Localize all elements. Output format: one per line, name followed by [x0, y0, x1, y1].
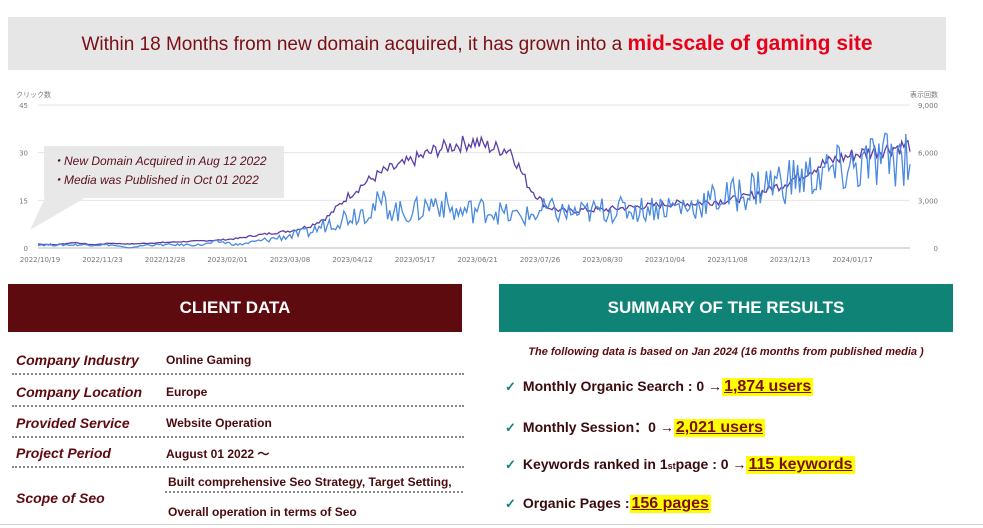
left-tick-label: 45 [19, 102, 28, 110]
callout-line-2: ・Media was Published in Oct 01 2022 [52, 173, 259, 187]
row-value: Website Operation [166, 415, 272, 430]
x-tick-label: 2022/11/23 [82, 256, 122, 264]
result-label: Monthly Session：0 → [522, 419, 674, 435]
result-value: 2,021 users [673, 419, 766, 437]
bottom-divider [0, 524, 983, 525]
series-lines [37, 132, 911, 249]
left-axis-label: クリック数 [16, 90, 51, 99]
banner-title: Within 18 Months from new domain acquire… [81, 32, 872, 56]
result-session: ✓ Monthly Session：0 → 2,021 users [505, 417, 766, 437]
result-pages: ✓ Organic Pages : 156 pages [505, 495, 711, 513]
scope-line-2: Overall operation in terms of Seo [168, 505, 357, 519]
scope-separator [165, 491, 463, 493]
result-label: Organic Pages : [522, 495, 630, 511]
right-tick-label: 3,000 [918, 197, 938, 205]
x-tick-label: 2023/03/08 [270, 256, 310, 264]
x-tick-label: 2023/12/13 [770, 256, 810, 264]
left-tick-label: 0 [24, 245, 28, 253]
x-tick-label: 2022/12/28 [145, 256, 185, 264]
banner-text: Within 18 Months from new domain acquire… [81, 33, 628, 55]
axis-ticks: 45 9,000 30 6,000 15 3,000 0 0 2022/10/19 2022/11… [19, 102, 938, 264]
result-organic-search: ✓ Monthly Organic Search : 0 → 1,874 use… [505, 378, 814, 396]
result-label-sup: st [667, 461, 676, 471]
left-tick-label: 30 [19, 150, 28, 158]
result-label: Monthly Organic Search : 0 → [522, 378, 723, 394]
summary-note: The following data is based on Jan 2024 … [528, 346, 924, 358]
row-label: Provided Service [16, 414, 130, 431]
client-row-industry: Company Industry Online Gaming [12, 346, 464, 375]
right-tick-label: 6,000 [918, 150, 938, 158]
callout-pointer [30, 196, 88, 230]
x-tick-label: 2024/01/17 [832, 256, 872, 264]
x-tick-label: 2023/11/08 [707, 256, 747, 264]
left-tick-label: 15 [19, 197, 28, 205]
client-row-period: Project Period August 01 2022 〜 [12, 440, 464, 468]
right-axis-label: 表示回数 [910, 90, 938, 99]
client-data-header: CLIENT DATA [8, 284, 462, 332]
row-value: Online Gaming [166, 352, 252, 367]
x-tick-label: 2023/05/17 [395, 256, 435, 264]
row-label: Project Period [16, 445, 111, 461]
scope-label: Scope of Seo [16, 490, 105, 506]
result-value: 156 pages [629, 495, 711, 513]
callout-line-1: ・New Domain Acquired in Aug 12 2022 [52, 154, 267, 168]
row-value: Europe [166, 384, 208, 399]
result-label-b: page : 0 → [675, 456, 747, 472]
x-tick-label: 2023/07/26 [520, 256, 561, 264]
x-tick-label: 2023/02/01 [207, 256, 247, 264]
check-icon: ✓ [505, 457, 516, 472]
right-tick-label: 9,000 [918, 102, 938, 110]
client-row-location: Company Location Europe [12, 378, 464, 407]
x-tick-label: 2022/10/19 [20, 256, 60, 264]
check-icon: ✓ [505, 420, 516, 435]
result-value: 1,874 users [722, 378, 814, 396]
client-row-service: Provided Service Website Operation [12, 409, 464, 438]
check-icon: ✓ [505, 379, 516, 394]
x-tick-label: 2023/06/21 [457, 256, 497, 264]
traffic-chart: クリック数 表示回数 45 9,000 30 6,000 15 3,000 0 0 2022/1… [16, 90, 938, 264]
x-tick-label: 2023/04/12 [332, 256, 372, 264]
domain-callout: ・New Domain Acquired in Aug 12 2022 ・Med… [44, 146, 284, 198]
summary-header: SUMMARY OF THE RESULTS [499, 284, 953, 332]
result-label-a: Keywords ranked in 1 [522, 456, 668, 472]
series-line [37, 132, 911, 249]
right-tick-label: 0 [934, 245, 938, 253]
title-banner: Within 18 Months from new domain acquire… [8, 17, 946, 70]
series-line [37, 134, 911, 246]
row-label: Company Industry [16, 351, 139, 368]
x-tick-label: 2023/08/30 [582, 256, 622, 264]
x-tick-label: 2023/10/04 [645, 256, 686, 264]
result-value: 115 keywords [746, 456, 855, 474]
row-label: Company Location [16, 383, 143, 400]
banner-highlight: mid-scale of gaming site [627, 31, 873, 55]
scope-line-1: Built comprehensive Seo Strategy, Target… [168, 475, 452, 489]
check-icon: ✓ [505, 496, 516, 511]
row-value: August 01 2022 〜 [166, 446, 270, 461]
